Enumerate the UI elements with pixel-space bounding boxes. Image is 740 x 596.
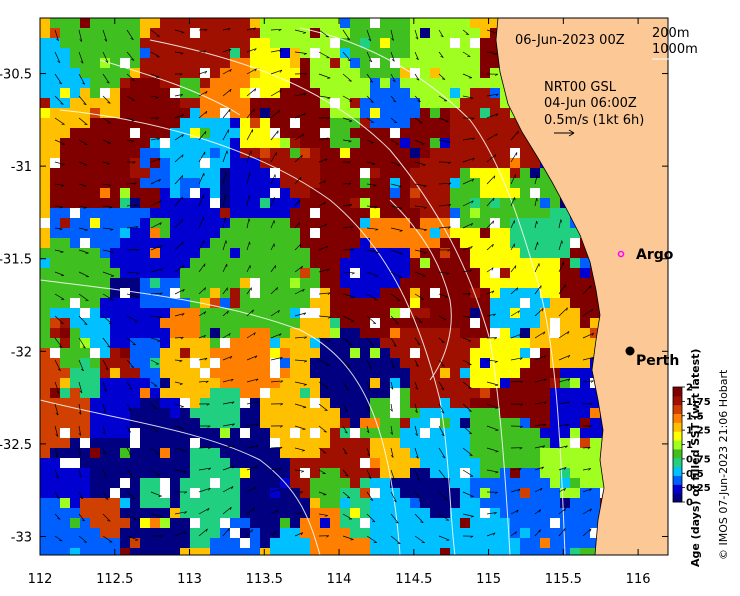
lon-tick-label: 113.5 [246,572,283,587]
lon-tick-label: 113 [177,572,202,587]
colorbar-swatch [673,493,682,502]
colorbar-swatch [673,475,682,484]
vector-scale-label: 0.5m/s (1kt 6h) [544,113,644,128]
lat-tick-label: -30.5 [0,68,32,83]
colorbar-swatch [673,414,682,423]
lon-tick-label: 112 [28,572,53,587]
colorbar-swatch [673,396,682,405]
credit-text: © IMOS 07-Jun-2023 21:06 Hobart [717,369,730,560]
colorbar-swatch [673,440,682,449]
colorbar-swatch [673,458,682,467]
current-source-label: NRT00 GSL [544,80,617,95]
colorbar-swatch [673,405,682,414]
colorbar-swatch [673,449,682,458]
colorbar-swatch [673,431,682,440]
bathy-label-1000m: 1000m [652,42,698,57]
lat-tick-label: -31.5 [0,253,32,268]
lon-tick-label: 112.5 [96,572,133,587]
argo-label: Argo [636,247,674,263]
colorbar-swatch [673,422,682,431]
lat-tick-label: -32 [11,345,32,360]
date-label: 06-Jun-2023 00Z [515,33,625,48]
perth-label: Perth [636,353,679,369]
colorbar-swatch [673,387,682,396]
bathy-label-200m: 200m [652,26,689,41]
colorbar-title: Age (days) of filled SST (wrt latest) [689,349,702,567]
perth-marker-icon[interactable] [626,347,635,356]
lat-tick-label: -33 [11,530,32,545]
lon-tick-label: 115 [476,572,501,587]
lon-tick-label: 114 [327,572,352,587]
lon-tick-label: 115.5 [545,572,582,587]
lat-tick-label: -32.5 [0,438,32,453]
colorbar-swatch [673,484,682,493]
lon-tick-label: 114.5 [395,572,432,587]
colorbar-swatch [673,467,682,476]
lon-tick-label: 116 [626,572,651,587]
lat-tick-label: -31 [11,160,32,175]
current-time-label: 04-Jun 06:00Z [544,96,637,111]
